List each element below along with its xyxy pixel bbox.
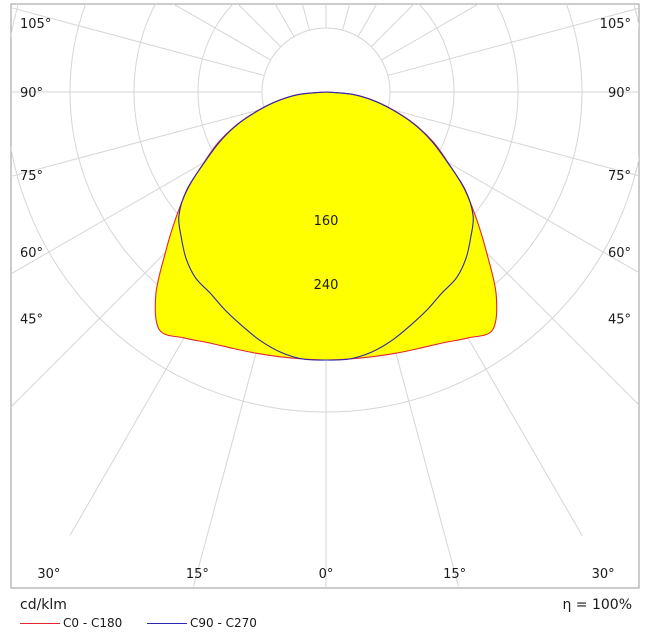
- angle-tick-label: 60°: [608, 246, 631, 261]
- series-line-c90-c270: [178, 91, 474, 361]
- ring-value-label: 160: [314, 214, 339, 229]
- grid-spoke: [387, 108, 639, 177]
- legend-item-c0-c180: C0 - C180: [20, 616, 122, 630]
- intensity-curves: [154, 91, 498, 361]
- angle-tick-label: 60°: [20, 246, 43, 261]
- grid-spoke: [172, 4, 271, 61]
- angle-tick-label: 105°: [600, 17, 631, 32]
- angle-tick-label: 30°: [37, 567, 60, 582]
- unit-label: cd/klm: [20, 597, 67, 613]
- legend-label-c90-c270: C90 - C270: [190, 616, 257, 630]
- angle-tick-label: 45°: [20, 312, 43, 327]
- angle-tick-label: 90°: [608, 86, 631, 101]
- legend-item-c90-c270: C90 - C270: [147, 616, 257, 630]
- grid-spoke: [387, 7, 639, 76]
- grid-spoke: [381, 4, 480, 61]
- ring-value-label: 240: [314, 278, 339, 293]
- axis-labels: 105° 105° 90° 90° 75° 75° 60° 60° 45° 45° 30° 15° 0°…: [20, 17, 631, 582]
- angle-tick-label: 105°: [20, 17, 51, 32]
- legend-label-c0-c180: C0 - C180: [63, 616, 123, 630]
- series-fill-c0-c180: [155, 92, 497, 360]
- angle-tick-label: 75°: [608, 169, 631, 184]
- angle-tick-label: 30°: [592, 567, 615, 582]
- grid-spoke: [11, 108, 265, 177]
- legend-swatch-c90-c270: [147, 622, 187, 624]
- angle-tick-label: 45°: [608, 312, 631, 327]
- angle-tick-label: 0°: [319, 567, 334, 582]
- legend-swatch-c0-c180: [20, 622, 60, 624]
- angle-tick-label: 15°: [443, 567, 466, 582]
- efficiency-label: η = 100%: [562, 597, 632, 613]
- angle-tick-label: 75°: [20, 169, 43, 184]
- angle-tick-label: 90°: [20, 86, 43, 101]
- angle-tick-label: 15°: [186, 567, 209, 582]
- grid-spoke: [11, 7, 265, 76]
